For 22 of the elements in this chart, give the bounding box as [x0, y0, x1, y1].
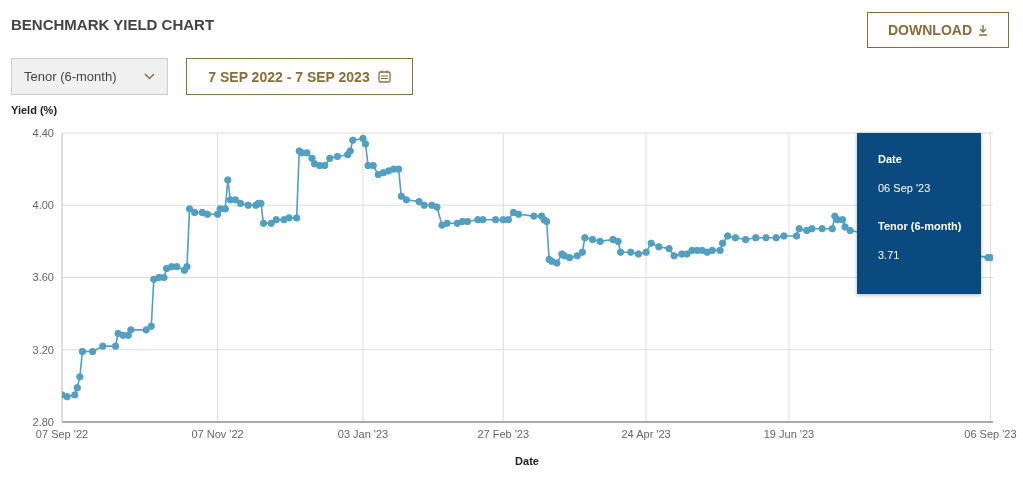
- y-tick-label: 3.60: [32, 271, 54, 284]
- x-axis-title: Date: [514, 455, 540, 467]
- y-axis-title: Yield (%): [11, 104, 58, 116]
- text: Tenor (6-month): [24, 69, 117, 84]
- chart-title: BENCHMARK YIELD CHART: [11, 16, 215, 33]
- y-tick-label: 4.00: [32, 199, 54, 212]
- text: 7 SEP 2022 - 7 SEP 2023: [208, 68, 370, 85]
- x-tick-label: 24 Apr '23: [621, 427, 671, 440]
- x-tick-label: 07 Sep '22: [35, 427, 89, 440]
- x-tick-label: 27 Feb '23: [477, 427, 530, 440]
- annotation: 3.71: [878, 249, 901, 261]
- x-tick-label: 19 Jun '23: [763, 427, 815, 440]
- annotation: Date: [878, 153, 903, 165]
- x-tick-label: 07 Nov '22: [191, 427, 244, 440]
- x-tick-label: 06 Sep '23: [964, 427, 1017, 440]
- annotation: 06 Sep '23: [878, 182, 932, 194]
- y-tick-label: 3.20: [32, 343, 54, 356]
- y-tick-label: 4.40: [32, 126, 54, 139]
- annotation: Tenor (6-month): [878, 220, 963, 232]
- y-tick-label: 2.80: [32, 415, 54, 428]
- x-tick-label: 03 Jan '23: [337, 427, 389, 440]
- text: DOWNLOAD: [888, 22, 972, 38]
